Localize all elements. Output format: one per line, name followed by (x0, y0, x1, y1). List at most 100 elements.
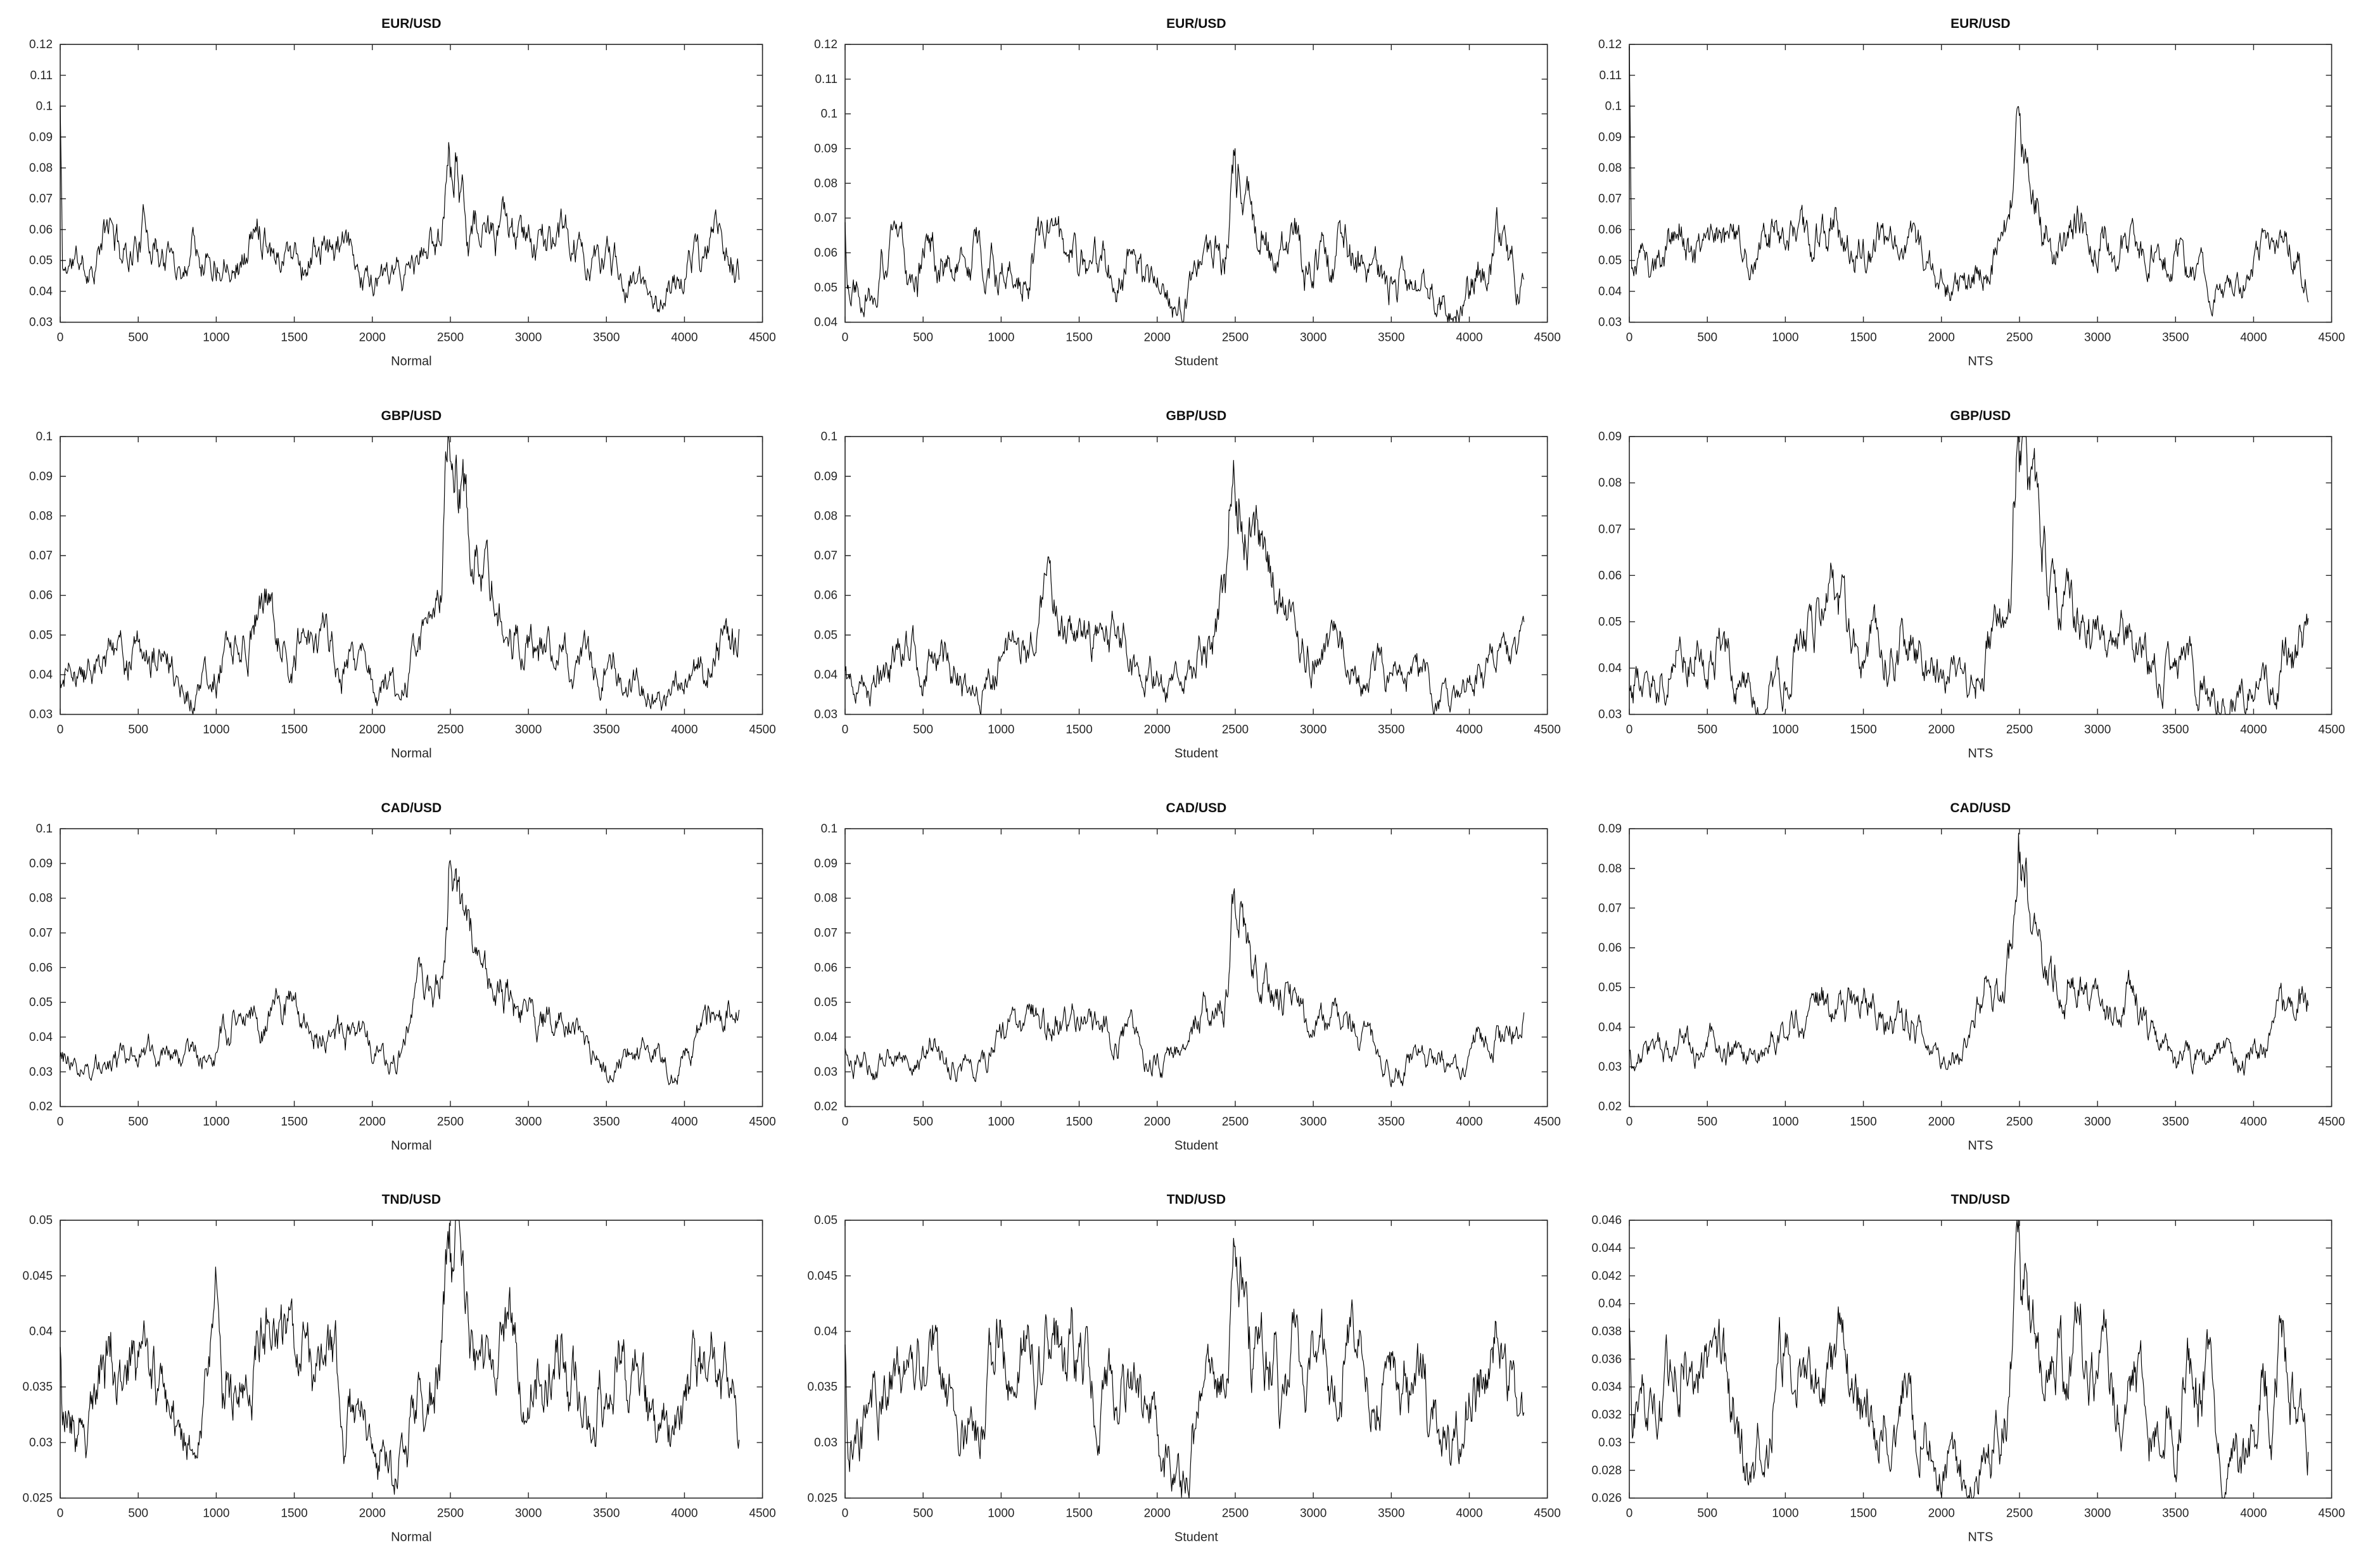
x-tick-label: 4000 (1456, 1507, 1482, 1520)
y-tick-label: 0.06 (29, 589, 53, 602)
plot-box (1629, 436, 2332, 715)
y-tick-label: 0.05 (814, 1214, 837, 1227)
y-tick-label: 0.08 (29, 891, 53, 905)
subplot-eurusd-student: 0 500 1000 1500 2000 2500 3000 3500 4000 4500 0.04… (785, 0, 1570, 392)
y-tick-label: 0.1 (820, 108, 837, 121)
x-axis-label: NTS (1968, 355, 1994, 369)
x-tick-label: 3000 (515, 1115, 542, 1128)
x-tick-label: 3500 (593, 1507, 620, 1520)
chart-canvas-eurusd-normal: 0 500 1000 1500 2000 2500 3000 3500 4000 4500 0.03… (29, 16, 776, 369)
axis-ticks (60, 44, 763, 323)
x-tick-label: 2500 (1222, 331, 1249, 345)
x-axis-label: Normal (391, 355, 431, 369)
chart-title: GBP/USD (1166, 409, 1226, 423)
y-tick-label: 0.03 (814, 1065, 837, 1078)
x-tick-label: 0 (841, 1115, 848, 1128)
x-tick-label: 500 (913, 1507, 933, 1520)
axis-ticks (60, 827, 763, 1107)
y-tick-label: 0.046 (1592, 1214, 1622, 1227)
series-line (60, 436, 740, 715)
x-tick-label: 1500 (281, 331, 307, 345)
x-tick-label: 4500 (2319, 331, 2345, 345)
x-tick-label: 2500 (2006, 723, 2033, 736)
x-tick-label: 4500 (749, 723, 776, 736)
x-tick-label: 4500 (749, 1507, 776, 1520)
x-tick-label: 2000 (1928, 331, 1955, 345)
x-tick-label: 2500 (1222, 723, 1249, 736)
x-tick-label: 0 (1626, 1115, 1633, 1128)
y-tick-label: 0.09 (29, 131, 53, 144)
x-tick-label: 2500 (437, 1115, 464, 1128)
y-tick-label: 0.1 (36, 822, 53, 836)
x-tick-label: 0 (57, 1507, 64, 1520)
x-tick-label: 500 (1698, 1507, 1718, 1520)
chart-title: TND/USD (1166, 1192, 1225, 1207)
y-tick-label: 0.044 (1592, 1242, 1622, 1255)
chart-title: EUR/USD (381, 16, 441, 31)
x-tick-label: 4000 (2241, 723, 2267, 736)
series-line (60, 1220, 740, 1495)
subplot-gbpusd-student: 0 500 1000 1500 2000 2500 3000 3500 4000 4500 0.03… (785, 392, 1570, 784)
y-tick-label: 0.06 (814, 246, 837, 260)
y-tick-label: 0.08 (1598, 162, 1622, 175)
axis-ticks (844, 44, 1548, 323)
x-tick-label: 0 (57, 1115, 64, 1128)
chart-canvas-gbpusd-normal: 0 500 1000 1500 2000 2500 3000 3500 4000 4500 0.03… (29, 409, 776, 761)
y-tick-label: 0.03 (29, 316, 53, 329)
y-tick-label: 0.05 (1598, 981, 1622, 994)
x-tick-label: 4500 (749, 331, 776, 345)
chart-canvas-tndusd-normal: 0 500 1000 1500 2000 2500 3000 3500 4000 4500 0.02… (23, 1192, 776, 1545)
x-tick-label: 4000 (1456, 331, 1482, 345)
axis-ticks (844, 827, 1548, 1107)
y-tick-label: 0.04 (1598, 1021, 1622, 1034)
y-tick-label: 0.08 (29, 509, 53, 523)
y-tick-label: 0.07 (814, 549, 837, 563)
y-tick-label: 0.07 (29, 549, 53, 563)
chart-canvas-gbpusd-student: 0 500 1000 1500 2000 2500 3000 3500 4000 4500 0.03… (814, 409, 1561, 761)
axis-ticks (1629, 44, 2332, 323)
series-line (1629, 46, 2309, 317)
y-tick-label: 0.02 (1598, 1100, 1622, 1113)
y-tick-label: 0.05 (29, 254, 53, 267)
x-tick-label: 500 (1698, 1115, 1718, 1128)
chart-canvas-cadusd-normal: 0 500 1000 1500 2000 2500 3000 3500 4000 4500 0.02… (29, 801, 776, 1153)
x-tick-label: 4500 (749, 1115, 776, 1128)
y-tick-label: 0.03 (814, 708, 837, 721)
x-tick-label: 3500 (1378, 1115, 1404, 1128)
plot-box (1629, 44, 2332, 323)
x-tick-label: 2000 (359, 723, 386, 736)
x-tick-label: 3000 (1300, 331, 1327, 345)
x-tick-label: 3000 (2084, 1507, 2111, 1520)
y-tick-label: 0.03 (1598, 708, 1622, 721)
y-tick-label: 0.026 (1592, 1492, 1622, 1505)
plot-box (844, 436, 1548, 715)
subplot-gbpusd-nts: 0 500 1000 1500 2000 2500 3000 3500 4000 4500 0.03… (1569, 392, 2354, 784)
subplot-eurusd-normal: 0 500 1000 1500 2000 2500 3000 3500 4000 4500 0.03… (0, 0, 785, 392)
y-tick-label: 0.1 (820, 430, 837, 443)
axis-ticks (1629, 1220, 2332, 1499)
y-tick-label: 0.07 (1598, 523, 1622, 536)
y-tick-label: 0.1 (36, 430, 53, 443)
x-tick-label: 1000 (988, 1115, 1014, 1128)
x-tick-label: 1500 (1850, 331, 1877, 345)
axis-ticks (844, 436, 1548, 715)
y-tick-label: 0.038 (1592, 1325, 1622, 1339)
y-tick-label: 0.08 (1598, 476, 1622, 490)
x-tick-label: 0 (841, 723, 848, 736)
series-line (844, 888, 1524, 1087)
y-tick-label: 0.03 (29, 1436, 53, 1450)
x-tick-label: 2000 (1143, 723, 1170, 736)
x-tick-label: 500 (1698, 331, 1718, 345)
x-axis-label: Student (1174, 746, 1218, 760)
y-tick-label: 0.03 (29, 708, 53, 721)
y-tick-label: 0.02 (814, 1100, 837, 1113)
chart-canvas-gbpusd-nts: 0 500 1000 1500 2000 2500 3000 3500 4000 4500 0.03… (1598, 409, 2345, 761)
x-tick-label: 0 (57, 723, 64, 736)
y-tick-label: 0.09 (1598, 430, 1622, 443)
x-tick-label: 500 (913, 723, 933, 736)
series-line (1629, 436, 2309, 715)
y-tick-label: 0.07 (1598, 193, 1622, 206)
x-tick-label: 0 (841, 331, 848, 345)
x-tick-label: 2500 (437, 331, 464, 345)
y-tick-label: 0.036 (1592, 1353, 1622, 1367)
